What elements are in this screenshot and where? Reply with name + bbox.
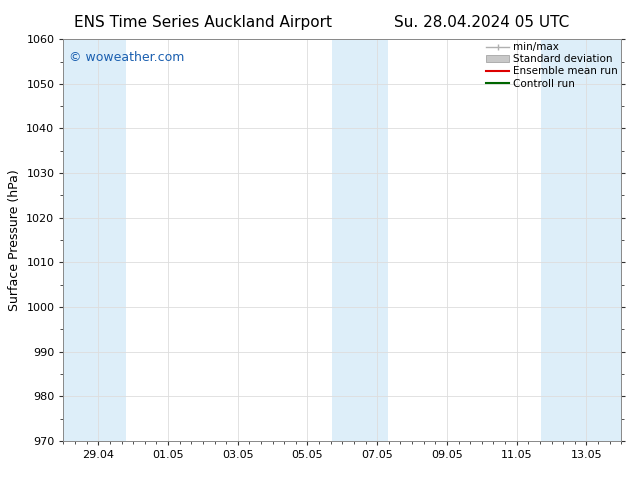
Bar — [63, 39, 126, 441]
Bar — [541, 39, 621, 441]
Bar — [332, 39, 388, 441]
Legend: min/max, Standard deviation, Ensemble mean run, Controll run: min/max, Standard deviation, Ensemble me… — [486, 42, 618, 89]
Text: Su. 28.04.2024 05 UTC: Su. 28.04.2024 05 UTC — [394, 15, 569, 30]
Text: © woweather.com: © woweather.com — [69, 51, 184, 64]
Text: ENS Time Series Auckland Airport: ENS Time Series Auckland Airport — [74, 15, 332, 30]
Y-axis label: Surface Pressure (hPa): Surface Pressure (hPa) — [8, 169, 21, 311]
